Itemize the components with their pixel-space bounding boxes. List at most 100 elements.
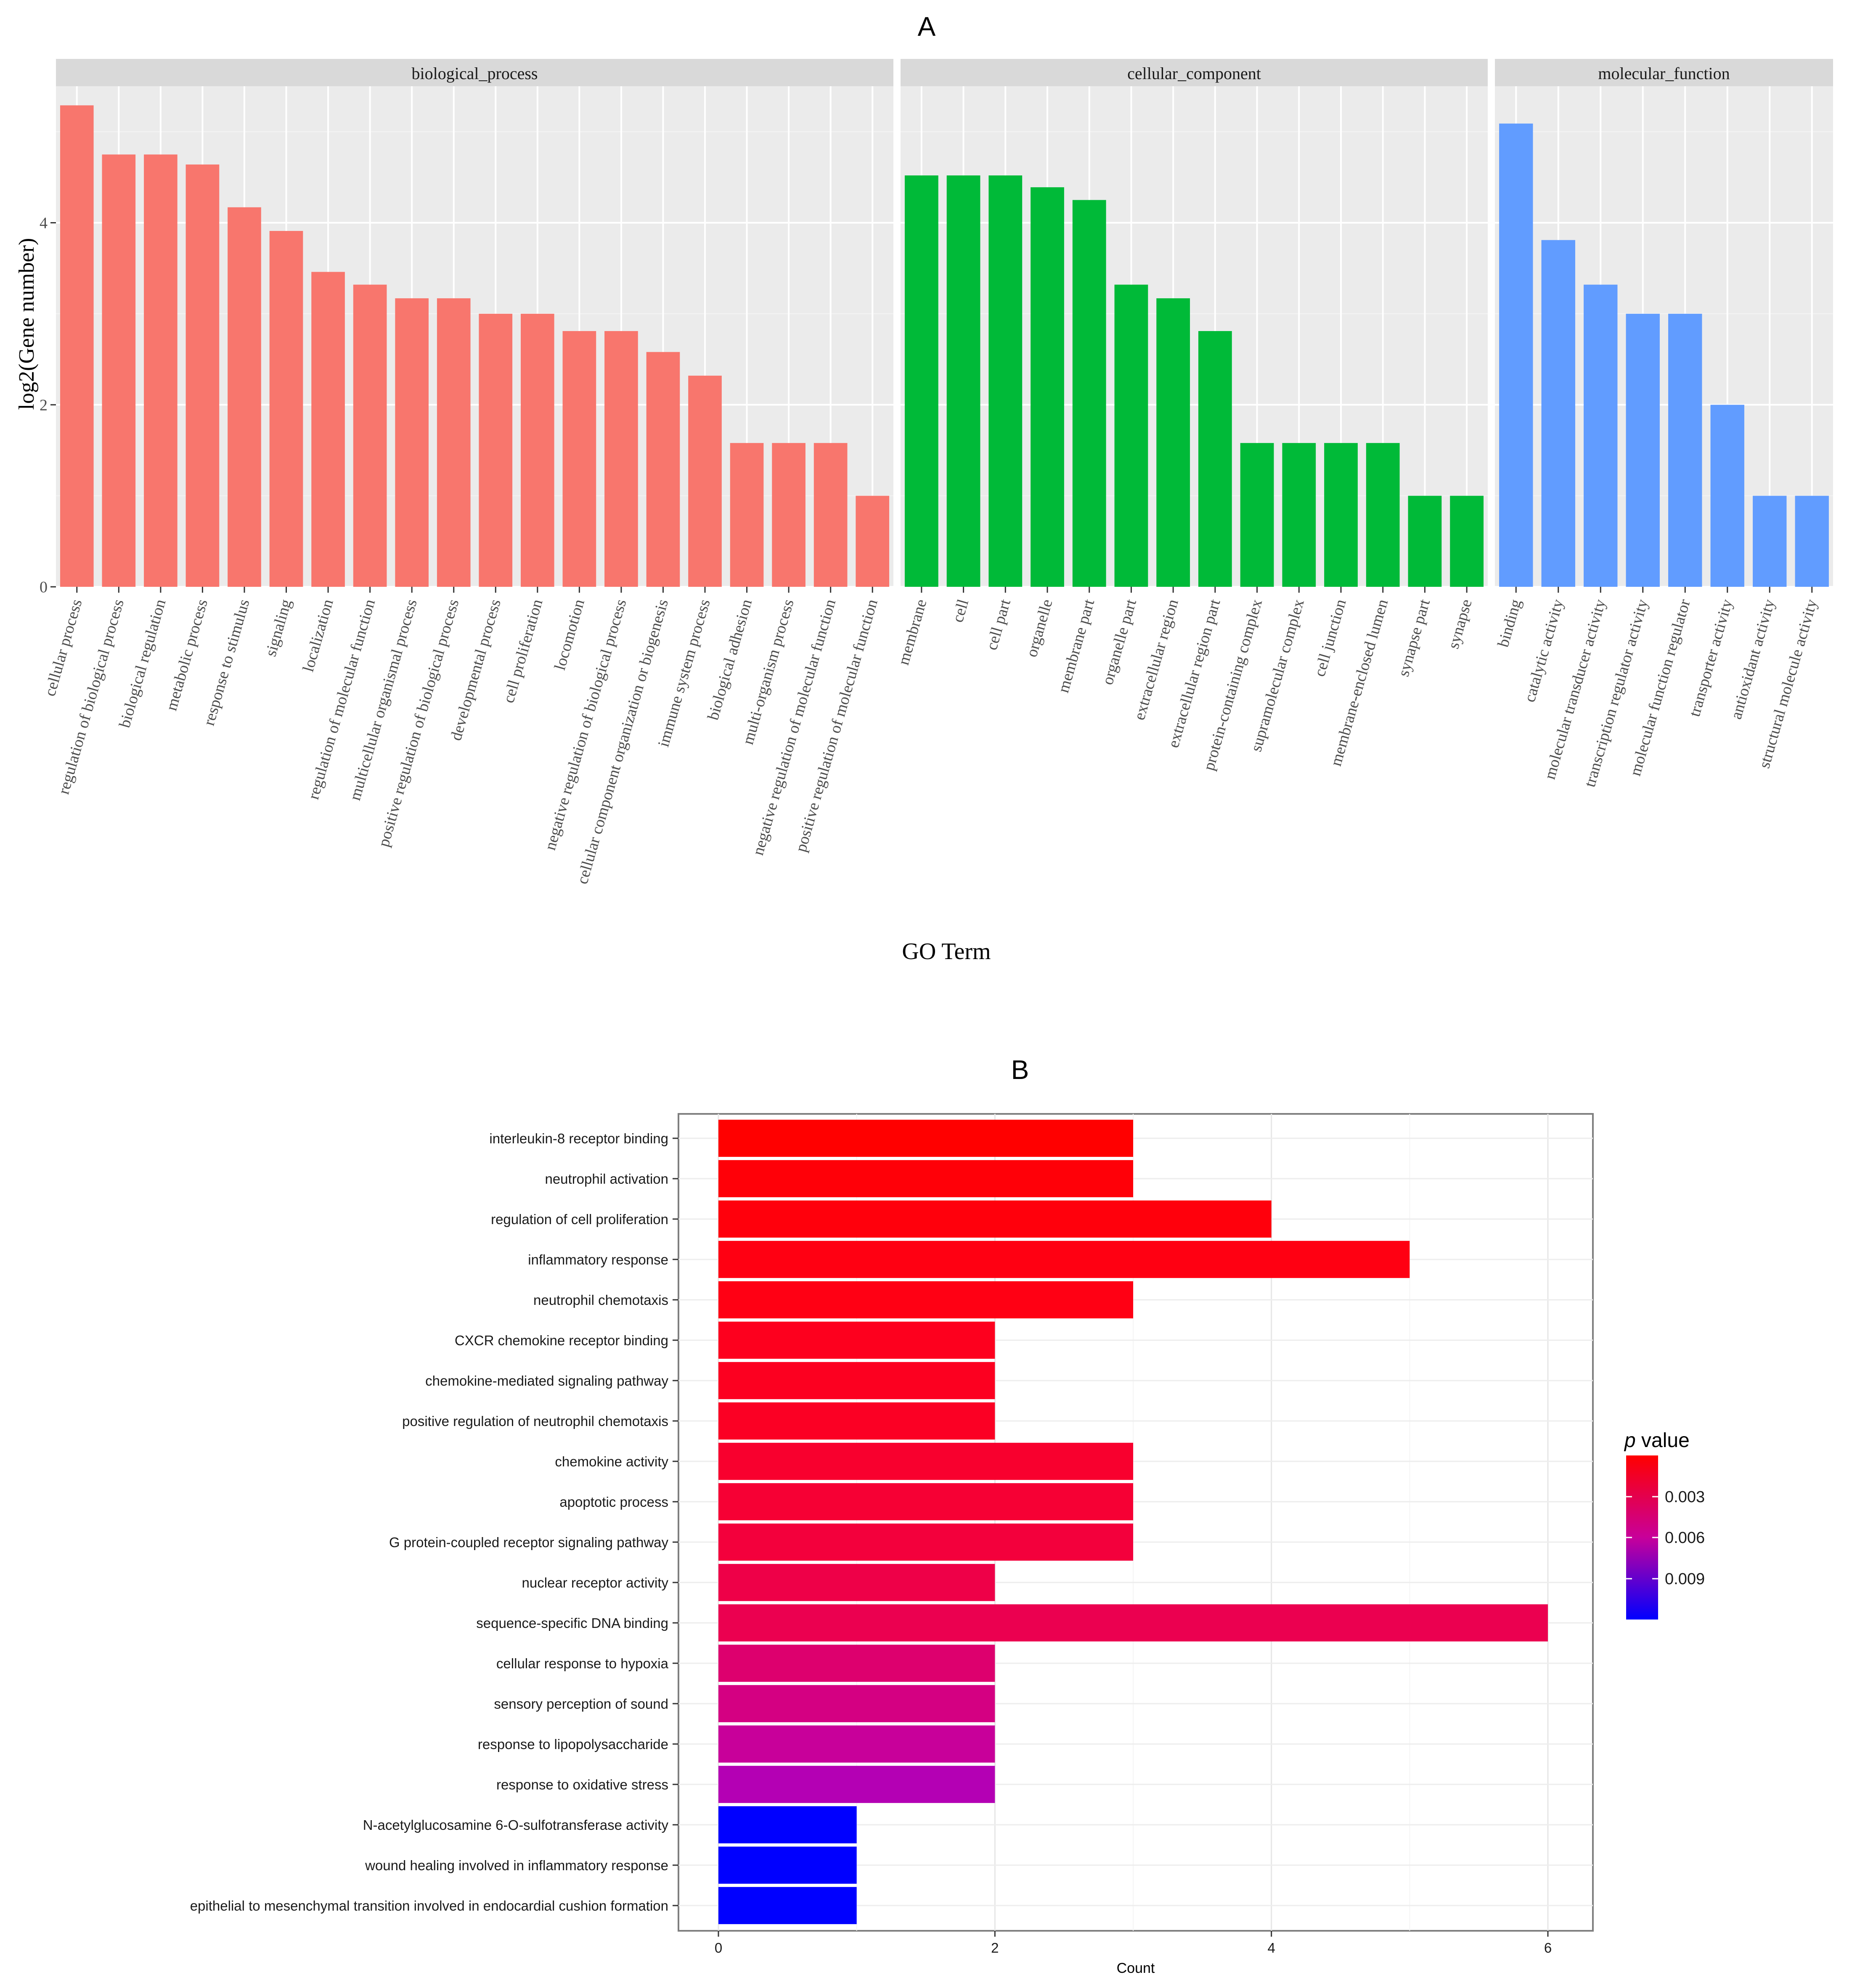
bar-biological_process	[144, 154, 178, 587]
legend: p value 0.003 0.006 0.009	[1624, 1429, 1705, 1620]
bar-biological_process	[228, 207, 261, 587]
bar	[718, 1321, 995, 1359]
panel-a-label: A	[918, 11, 936, 42]
bar-biological_process	[60, 105, 94, 587]
x-tick-label: 4	[1267, 1940, 1275, 1956]
y-tick-label: chemokine activity	[555, 1454, 668, 1469]
facet-title: molecular_function	[1598, 64, 1730, 83]
bar-biological_process	[395, 298, 429, 587]
bar-cellular_component	[1324, 443, 1358, 587]
bar-biological_process	[688, 376, 722, 587]
bar-cellular_component	[1072, 200, 1106, 587]
y-tick-label: inflammatory response	[528, 1252, 668, 1267]
y-tick-label: apoptotic process	[559, 1494, 668, 1510]
bar	[718, 1402, 995, 1440]
bar	[718, 1241, 1410, 1278]
bar-biological_process	[521, 313, 554, 587]
bar	[718, 1725, 995, 1763]
bar	[718, 1806, 857, 1844]
bar-cellular_component	[988, 175, 1023, 587]
legend-tick-label: 0.009	[1665, 1570, 1705, 1588]
y-tick-label: G protein-coupled receptor signaling pat…	[389, 1535, 669, 1550]
bar	[718, 1887, 857, 1924]
bar	[718, 1442, 1133, 1480]
bar-molecular_function	[1753, 496, 1787, 587]
y-tick-label: cellular response to hypoxia	[496, 1656, 669, 1671]
legend-title-italic: p	[1624, 1429, 1636, 1452]
x-tick-label: 6	[1544, 1940, 1552, 1956]
legend-tick-label: 0.003	[1665, 1488, 1705, 1506]
y-tick-label: wound healing involved in inflammatory r…	[365, 1858, 668, 1873]
y-tick-label: 2	[40, 396, 48, 414]
bar-molecular_function	[1541, 240, 1575, 587]
bar	[718, 1685, 995, 1723]
panel-b: B interleukin-8 receptor binding neutroph…	[190, 1055, 1705, 1976]
bar-biological_process	[185, 164, 220, 587]
y-tick-label: sensory perception of sound	[494, 1696, 668, 1712]
y-tick-label: neutrophil activation	[545, 1171, 668, 1187]
bar-cellular_component	[1282, 443, 1316, 587]
bar	[718, 1765, 995, 1803]
bar-cellular_component	[904, 175, 938, 587]
bar-biological_process	[102, 154, 136, 587]
y-tick-label: sequence-specific DNA binding	[476, 1615, 668, 1631]
bar-cellular_component	[1031, 187, 1064, 587]
facet-strip	[901, 59, 1488, 86]
bar-biological_process	[479, 313, 513, 587]
bar-cellular_component	[1450, 496, 1484, 587]
bar-biological_process	[813, 443, 848, 587]
y-tick-label: CXCR chemokine receptor binding	[455, 1333, 668, 1348]
x-tick-label: 2	[991, 1940, 999, 1956]
bar-biological_process	[646, 352, 680, 587]
facet-title: cellular_component	[1127, 64, 1261, 83]
bar-biological_process	[604, 331, 638, 587]
x-axis-title: Count	[1117, 1960, 1155, 1976]
bar-molecular_function	[1668, 313, 1702, 587]
y-tick-label: 0	[40, 578, 48, 596]
facet-panel	[56, 86, 893, 587]
bar	[718, 1160, 1133, 1198]
y-axis-title: log2(Gene number)	[15, 238, 39, 410]
bar-biological_process	[269, 231, 303, 587]
bar-cellular_component	[1408, 496, 1442, 587]
panel-b-label: B	[1011, 1055, 1029, 1085]
bar-cellular_component	[946, 175, 980, 587]
bar-cellular_component	[1114, 284, 1148, 587]
facet-strip	[56, 59, 893, 86]
bar-biological_process	[437, 298, 471, 587]
bar	[718, 1483, 1133, 1521]
bar	[718, 1564, 995, 1601]
y-tick-label: response to lipopolysaccharide	[478, 1736, 668, 1752]
bar	[718, 1119, 1133, 1157]
bar-cellular_component	[1156, 298, 1190, 587]
y-tick-label: neutrophil chemotaxis	[533, 1292, 668, 1308]
bar-cellular_component	[1240, 443, 1274, 587]
bar	[718, 1362, 995, 1400]
facet-title: biological_process	[412, 64, 538, 83]
y-tick-label: regulation of cell proliferation	[491, 1211, 668, 1227]
bar	[718, 1644, 995, 1682]
y-tick-label: 4	[40, 215, 48, 232]
bar	[718, 1523, 1133, 1561]
bar-biological_process	[856, 496, 890, 587]
bar-cellular_component	[1366, 443, 1400, 587]
y-tick-label: epithelial to mesenchymal transition inv…	[190, 1898, 668, 1914]
bar	[718, 1604, 1548, 1642]
legend-title: p value	[1624, 1429, 1690, 1452]
bar	[718, 1281, 1133, 1319]
bar-molecular_function	[1584, 284, 1618, 587]
legend-tick-label: 0.006	[1665, 1529, 1705, 1547]
bar-biological_process	[353, 284, 387, 587]
bar-molecular_function	[1710, 405, 1744, 587]
legend-title-rest: value	[1636, 1429, 1690, 1452]
bar-biological_process	[311, 272, 345, 587]
bar	[718, 1846, 857, 1884]
y-tick-label: nuclear receptor activity	[522, 1575, 669, 1590]
bar-molecular_function	[1499, 123, 1533, 587]
x-axis-title: GO Term	[902, 938, 991, 965]
y-tick-label: N-acetylglucosamine 6-O-sulfotransferase…	[363, 1817, 669, 1833]
y-tick-label: response to oxidative stress	[496, 1777, 668, 1792]
y-tick-label: positive regulation of neutrophil chemot…	[402, 1413, 668, 1429]
bar-biological_process	[730, 443, 764, 587]
